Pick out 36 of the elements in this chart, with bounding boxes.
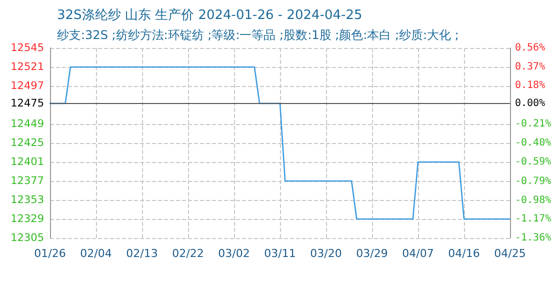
y-tick-label: 12401 — [10, 156, 44, 168]
chart-subtitle: 纱支:32S ;纺纱方法:环锭纺 ;等级:一等品 ;股数:1股 ;颜色:本白 ;纱质:大化 ; — [57, 28, 459, 42]
chart-title: 32S涤纶纱 山东 生产价 2024-01-26 - 2024-04-25 — [57, 8, 362, 23]
y-tick-label: 12329 — [10, 213, 44, 225]
y2-tick-label: -1.36% — [515, 232, 552, 244]
y2-tick-label: 0.56% — [515, 42, 546, 54]
y2-tick-label: -0.79% — [515, 176, 552, 188]
x-tick-label: 02/22 — [172, 247, 204, 260]
y-tick-label: 12377 — [10, 175, 44, 187]
x-tick-label: 02/04 — [80, 247, 112, 260]
y2-tick-label: -1.17% — [515, 214, 552, 225]
x-tick-label: 03/29 — [356, 247, 388, 260]
line-series — [49, 66, 511, 220]
x-tick-label: 01/26 — [34, 247, 66, 260]
x-tick-label: 02/13 — [126, 247, 158, 260]
y-tick-label: 12425 — [10, 137, 44, 149]
x-tick-label: 03/20 — [310, 247, 342, 260]
y-tick-label: 12521 — [10, 61, 44, 73]
y2-tick-label: -0.21% — [515, 118, 552, 130]
y2-tick-label: 0.37% — [515, 61, 546, 72]
x-tick-label: 03/11 — [264, 247, 296, 260]
x-tick-label: 04/16 — [448, 247, 480, 260]
y-tick-label: 12475 — [10, 97, 44, 110]
y2-tick-label: 0.18% — [515, 80, 546, 92]
y-tick-label: 12497 — [10, 80, 44, 92]
y-tick-label: 12305 — [10, 232, 44, 244]
y2-tick-label: -0.40% — [515, 138, 552, 148]
y-tick-label: 12353 — [10, 194, 44, 206]
y2-tick-label: -0.98% — [515, 194, 552, 206]
y-tick-label: 12449 — [10, 118, 44, 130]
y2-tick-label: 0.00% — [515, 98, 546, 109]
y2-tick-label: -0.59% — [515, 156, 552, 168]
x-tick-label: 04/25 — [494, 247, 526, 260]
x-tick-label: 04/07 — [402, 247, 434, 260]
y-tick-label: 12545 — [10, 42, 44, 54]
x-tick-label: 03/02 — [218, 247, 250, 260]
